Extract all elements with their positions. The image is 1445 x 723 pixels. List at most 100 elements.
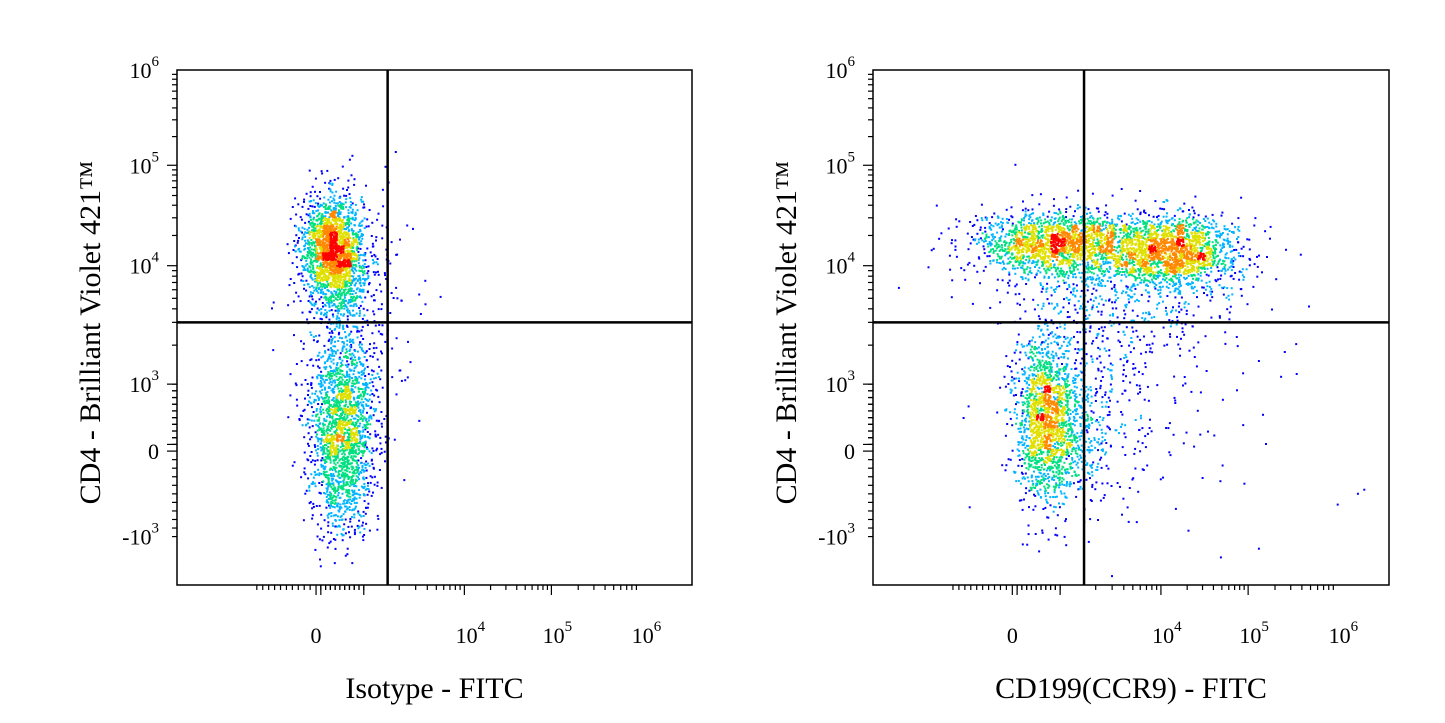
axis-ticks <box>167 73 638 595</box>
event-dot <box>1120 220 1123 223</box>
event-dot <box>1062 306 1065 309</box>
event-dot <box>308 212 311 215</box>
event-dot <box>340 304 343 307</box>
event-dot <box>322 355 325 358</box>
event-dot <box>330 472 333 475</box>
event-dot <box>344 282 347 285</box>
event-dot <box>372 385 375 388</box>
event-dot <box>354 284 356 287</box>
event-dot <box>336 432 339 435</box>
event-dot <box>317 424 320 427</box>
event-dot <box>1149 418 1151 421</box>
event-dot <box>333 218 336 221</box>
event-dot <box>377 433 380 436</box>
event-dot <box>357 464 360 467</box>
event-dot <box>348 158 351 161</box>
event-dot <box>330 283 333 286</box>
event-dot <box>346 311 349 314</box>
event-dot <box>364 382 367 385</box>
event-dot <box>359 228 362 231</box>
event-dot <box>336 368 339 371</box>
event-dot <box>316 395 319 398</box>
event-dot <box>334 228 337 231</box>
event-dot <box>359 266 362 269</box>
event-dot <box>1363 488 1366 491</box>
event-dot <box>334 413 337 416</box>
event-dot <box>328 483 331 485</box>
event-dot <box>318 217 321 220</box>
event-dot <box>362 417 365 420</box>
event-dot <box>319 269 322 272</box>
event-dot <box>350 432 353 435</box>
event-dot <box>356 396 359 399</box>
event-dot <box>370 255 373 258</box>
event-dot <box>1116 400 1119 403</box>
event-dot <box>331 191 334 194</box>
event-dot <box>341 275 344 278</box>
event-dot <box>352 382 355 385</box>
event-dot <box>333 214 336 217</box>
event-dot <box>320 313 323 316</box>
event-dot <box>1236 345 1239 348</box>
event-dot <box>1072 215 1075 218</box>
event-dot <box>357 527 360 530</box>
event-dot <box>320 381 323 384</box>
event-dot <box>322 424 325 427</box>
event-dot <box>346 414 349 417</box>
event-dot <box>309 216 312 219</box>
event-dot <box>331 313 334 316</box>
event-dot <box>363 203 365 206</box>
event-dot <box>351 562 354 565</box>
event-dot <box>350 478 353 481</box>
event-dot <box>344 278 347 281</box>
event-dot <box>329 506 332 509</box>
event-dot <box>974 215 977 217</box>
event-dot <box>346 459 349 462</box>
event-dot <box>327 513 330 516</box>
event-dot <box>330 477 333 480</box>
event-dot <box>1021 209 1024 212</box>
event-dot <box>333 506 336 509</box>
event-dot <box>315 251 318 254</box>
event-dot <box>359 247 362 250</box>
event-dot <box>337 439 340 442</box>
event-dot <box>338 336 341 339</box>
event-dot <box>996 278 999 281</box>
event-dot <box>335 402 338 405</box>
event-dot <box>346 268 348 271</box>
event-dot <box>340 202 342 205</box>
event-dot <box>366 411 368 414</box>
event-dot <box>1034 276 1036 279</box>
event-dot <box>355 364 358 367</box>
event-dot <box>1040 290 1043 293</box>
event-dot <box>404 379 407 382</box>
event-dot <box>328 300 330 303</box>
event-dot <box>1037 315 1040 318</box>
event-dot <box>330 239 333 242</box>
event-dot <box>364 464 367 467</box>
event-dot <box>361 300 364 303</box>
event-dot <box>336 456 339 459</box>
event-dot <box>1209 299 1212 302</box>
event-dot <box>1013 351 1016 354</box>
event-dot <box>334 240 337 243</box>
event-dot <box>1020 391 1023 394</box>
event-dot <box>333 227 336 230</box>
event-dot <box>362 476 365 479</box>
event-dot <box>360 232 363 235</box>
event-dot <box>322 232 325 235</box>
event-dot <box>357 247 360 250</box>
event-dot <box>342 260 345 263</box>
event-dot <box>303 467 306 470</box>
event-dot <box>1219 556 1222 559</box>
event-dot <box>356 380 359 383</box>
event-dot <box>333 369 336 372</box>
event-dot <box>1134 367 1137 370</box>
event-dot <box>951 279 954 282</box>
event-dot <box>345 417 348 420</box>
event-dot <box>1006 423 1009 425</box>
event-dot <box>327 446 330 448</box>
event-dot <box>325 265 327 268</box>
event-dot <box>347 491 350 494</box>
event-dot <box>328 439 331 442</box>
